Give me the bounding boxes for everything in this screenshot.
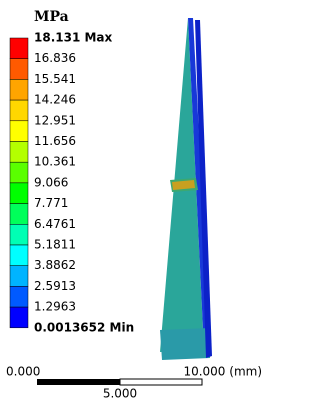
scale-right-label: 10.000 (mm) [183,365,262,379]
legend-band [10,245,28,266]
legend-label: 14.246 [34,93,76,107]
legend-band [10,183,28,204]
model-base [160,328,210,360]
legend-label: 2.5913 [34,279,76,293]
legend-band [10,224,28,245]
legend-unit: MPa [34,9,69,25]
scale-bar-light [120,379,202,385]
page: MPa 18.131 Max 16.836 15.541 14.246 12.951 11… [0,0,320,401]
legend-label: 18.131 Max [34,31,113,45]
legend-label: 7.771 [34,196,68,210]
legend-band [10,162,28,183]
scale-middle-label: 5.000 [103,387,137,401]
scale-bar-dark [37,379,120,385]
legend-band [10,142,28,163]
legend-band [10,266,28,287]
legend-band [10,121,28,142]
scale-left-label: 0.000 [6,365,40,379]
legend-color-bar [10,38,28,328]
legend-band [10,307,28,328]
legend-label: 5.1811 [34,238,76,252]
legend-band [10,100,28,121]
legend-label: 9.066 [34,175,68,189]
legend-band [10,79,28,100]
legend-label: 3.8862 [34,258,76,272]
legend-label: 16.836 [34,51,76,65]
legend-label: 0.0013652 Min [34,320,134,334]
legend-label: 15.541 [34,72,76,86]
legend-label: 12.951 [34,113,76,127]
result-view: MPa 18.131 Max 16.836 15.541 14.246 12.951 11… [0,0,267,401]
legend-label: 10.361 [34,155,76,169]
legend-label: 11.656 [34,134,76,148]
legend-label: 1.2963 [34,300,76,314]
legend-band [10,204,28,225]
legend-band [10,59,28,80]
legend-band [10,286,28,307]
legend-label: 6.4761 [34,217,76,231]
legend-band [10,38,28,59]
